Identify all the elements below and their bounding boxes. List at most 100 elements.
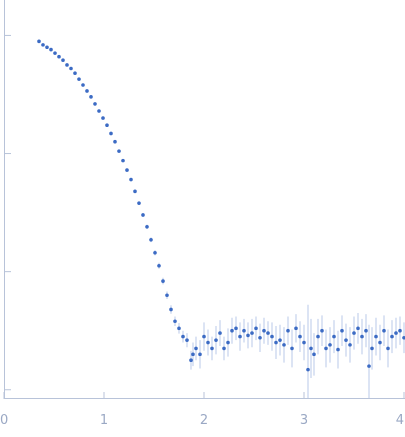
data-point — [328, 343, 332, 347]
data-point — [340, 328, 344, 333]
data-point — [302, 340, 306, 345]
data-point — [312, 352, 316, 357]
data-point — [41, 43, 45, 47]
data-point — [226, 340, 230, 345]
data-point — [97, 109, 101, 113]
data-point — [286, 328, 290, 333]
data-point — [133, 189, 137, 194]
data-point — [282, 343, 286, 347]
data-point — [61, 58, 65, 63]
data-point — [336, 347, 340, 352]
data-point — [194, 346, 198, 351]
x-tick-label-0: 0 — [0, 413, 8, 428]
x-tick-label-1: 1 — [100, 413, 108, 428]
data-point — [129, 177, 133, 182]
data-point — [169, 307, 173, 312]
data-point — [218, 331, 222, 335]
data-point — [198, 352, 202, 357]
data-point — [250, 331, 254, 335]
data-point — [324, 346, 328, 351]
data-point — [161, 279, 165, 283]
data-point — [113, 139, 117, 144]
data-point — [398, 328, 402, 333]
data-point — [298, 334, 302, 339]
y-ticks — [4, 34, 11, 391]
data-point — [177, 326, 181, 331]
data-point — [386, 346, 390, 351]
data-point — [57, 54, 61, 59]
data-point — [105, 123, 109, 127]
data-point — [85, 89, 89, 93]
data-point — [173, 319, 177, 324]
data-point — [246, 333, 250, 338]
data-point — [125, 168, 129, 172]
data-point — [65, 63, 69, 67]
data-point — [49, 47, 53, 52]
data-point — [222, 346, 226, 351]
data-point — [242, 328, 246, 333]
data-point — [238, 334, 242, 339]
data-point — [81, 83, 85, 87]
data-point — [109, 131, 113, 136]
data-point — [274, 340, 278, 345]
data-point — [382, 328, 386, 333]
data-point — [332, 334, 336, 339]
data-point — [181, 334, 185, 339]
data-point — [306, 367, 310, 372]
data-point — [344, 338, 348, 342]
data-point — [53, 51, 57, 55]
data-point — [153, 250, 157, 255]
data-point — [370, 346, 374, 351]
data-point — [394, 331, 398, 335]
data-point — [378, 340, 382, 345]
data-point — [367, 364, 371, 368]
data-point — [101, 116, 105, 120]
data-point — [165, 293, 169, 298]
data-point — [266, 331, 270, 335]
data-point — [258, 335, 262, 340]
data-point — [69, 66, 73, 71]
data-point — [364, 328, 368, 333]
data-point — [316, 334, 320, 339]
data-points — [37, 39, 405, 372]
data-point — [45, 45, 49, 50]
data-point — [270, 334, 274, 339]
data-point — [214, 338, 218, 342]
data-point — [230, 328, 234, 333]
data-point — [73, 71, 77, 76]
data-point — [89, 95, 93, 99]
data-point — [254, 326, 258, 331]
data-point — [185, 338, 189, 342]
data-point — [360, 334, 364, 339]
data-point — [189, 358, 193, 363]
x-tick-label-4: 4 — [396, 413, 404, 428]
data-point — [206, 340, 210, 345]
data-point — [93, 102, 97, 106]
data-point — [145, 224, 149, 229]
data-point — [262, 328, 266, 333]
data-point — [374, 334, 378, 339]
x-ticks: 0 1 2 3 4 — [0, 392, 405, 428]
data-point — [294, 326, 298, 331]
data-point — [117, 149, 121, 153]
data-point — [210, 346, 214, 351]
data-point — [137, 201, 141, 205]
data-point — [191, 352, 195, 357]
data-point — [390, 334, 394, 339]
data-point — [352, 331, 356, 335]
data-point — [157, 263, 161, 268]
data-point — [149, 237, 153, 242]
x-tick-label-3: 3 — [300, 413, 308, 428]
data-point — [320, 328, 324, 333]
data-point — [37, 39, 41, 44]
x-tick-label-2: 2 — [200, 413, 208, 428]
data-point — [309, 346, 313, 351]
data-point — [77, 77, 81, 81]
data-point — [356, 326, 360, 331]
data-point — [121, 158, 125, 163]
data-point — [141, 213, 145, 217]
data-point — [348, 343, 352, 347]
data-point — [290, 346, 294, 351]
data-point — [402, 335, 405, 340]
